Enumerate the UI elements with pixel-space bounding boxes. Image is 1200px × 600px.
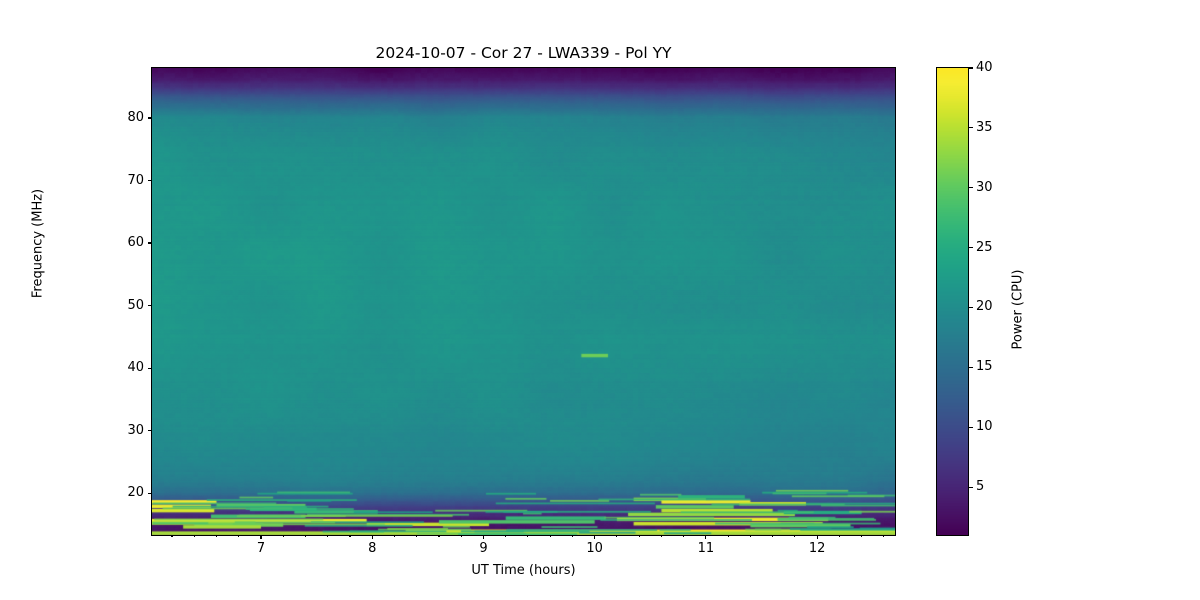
colorbar-ticklabel-10: 10 xyxy=(976,419,993,435)
colorbar-ticklabel-40: 40 xyxy=(976,60,993,75)
y-ticklabel-60: 60 xyxy=(127,235,144,251)
y-tick-80 xyxy=(148,117,152,119)
colorbar-tick-30 xyxy=(969,187,973,189)
y-tick-50 xyxy=(148,305,152,307)
colorbar-tick-10 xyxy=(969,426,973,428)
x-minor-tick xyxy=(438,535,440,538)
x-tick-11 xyxy=(705,535,707,539)
x-minor-tick xyxy=(683,535,685,538)
x-ticklabel-11: 11 xyxy=(697,541,715,556)
x-minor-tick xyxy=(749,535,751,538)
x-minor-tick xyxy=(215,535,218,538)
dynamic-spectrum-image xyxy=(151,67,895,535)
x-minor-tick xyxy=(505,535,507,538)
x-minor-tick xyxy=(460,535,462,538)
x-minor-tick xyxy=(794,535,796,538)
x-minor-tick xyxy=(304,535,307,538)
x-ticklabel-9: 9 xyxy=(479,541,488,556)
x-minor-tick xyxy=(416,535,418,538)
x-minor-tick xyxy=(549,535,551,538)
y-ticklabel-80: 80 xyxy=(127,110,144,125)
x-minor-tick xyxy=(327,535,329,538)
colorbar[interactable] xyxy=(935,66,969,536)
y-ticklabel-70: 70 xyxy=(127,172,144,188)
colorbar-ticklabel-35: 35 xyxy=(976,119,993,135)
y-tick-70 xyxy=(148,179,152,182)
y-tick-30 xyxy=(148,430,152,432)
x-minor-tick xyxy=(171,535,173,538)
colorbar-tick-25 xyxy=(969,247,973,249)
x-minor-tick xyxy=(193,535,195,538)
x-tick-9 xyxy=(482,535,484,539)
y-tick-40 xyxy=(148,367,152,369)
colorbar-ticklabel-15: 15 xyxy=(976,359,993,375)
y-tick-60 xyxy=(148,242,152,244)
colorbar-ticklabel-20: 20 xyxy=(976,299,993,315)
colorbar-tick-5 xyxy=(969,486,973,488)
x-minor-tick xyxy=(282,535,284,538)
y-axis-label: Frequency (MHz) xyxy=(30,188,46,299)
x-axis-label: UT Time (hours) xyxy=(471,563,576,578)
x-tick-12 xyxy=(816,535,818,539)
x-minor-tick xyxy=(349,535,351,538)
x-minor-tick xyxy=(772,535,774,538)
x-minor-tick xyxy=(838,535,840,538)
colorbar-tick-15 xyxy=(969,366,973,368)
x-ticklabel-8: 8 xyxy=(368,541,377,556)
y-ticklabel-40: 40 xyxy=(127,360,144,376)
x-tick-8 xyxy=(371,535,373,539)
x-minor-tick xyxy=(571,535,573,538)
colorbar-ticklabel-25: 25 xyxy=(976,239,993,255)
plot-title: 2024-10-07 - Cor 27 - LWA339 - Pol YY xyxy=(375,44,672,62)
colorbar-tick-20 xyxy=(969,306,973,309)
spectrogram-axes[interactable] xyxy=(150,66,896,536)
x-minor-tick xyxy=(238,535,240,538)
y-ticklabel-50: 50 xyxy=(127,297,144,313)
x-ticklabel-7: 7 xyxy=(256,541,266,556)
colorbar-tick-40 xyxy=(969,67,973,69)
colorbar-gradient xyxy=(936,67,968,535)
x-minor-tick xyxy=(527,535,529,538)
y-tick-20 xyxy=(148,492,152,494)
x-ticklabel-10: 10 xyxy=(586,541,603,556)
x-minor-tick xyxy=(727,535,729,538)
x-minor-tick xyxy=(883,535,885,538)
y-ticklabel-30: 30 xyxy=(127,422,144,438)
colorbar-ticklabel-30: 30 xyxy=(976,179,993,195)
x-minor-tick xyxy=(660,535,662,538)
colorbar-tick-35 xyxy=(969,127,973,129)
x-minor-tick xyxy=(861,535,863,538)
x-minor-tick xyxy=(393,535,396,538)
x-ticklabel-12: 12 xyxy=(808,541,826,556)
colorbar-label: Power (CPU) xyxy=(1010,269,1026,350)
x-tick-7 xyxy=(260,535,262,539)
y-ticklabel-20: 20 xyxy=(127,485,144,501)
x-minor-tick xyxy=(616,535,618,538)
colorbar-ticklabel-5: 5 xyxy=(976,479,985,495)
x-tick-10 xyxy=(594,535,596,539)
x-minor-tick xyxy=(638,535,640,538)
